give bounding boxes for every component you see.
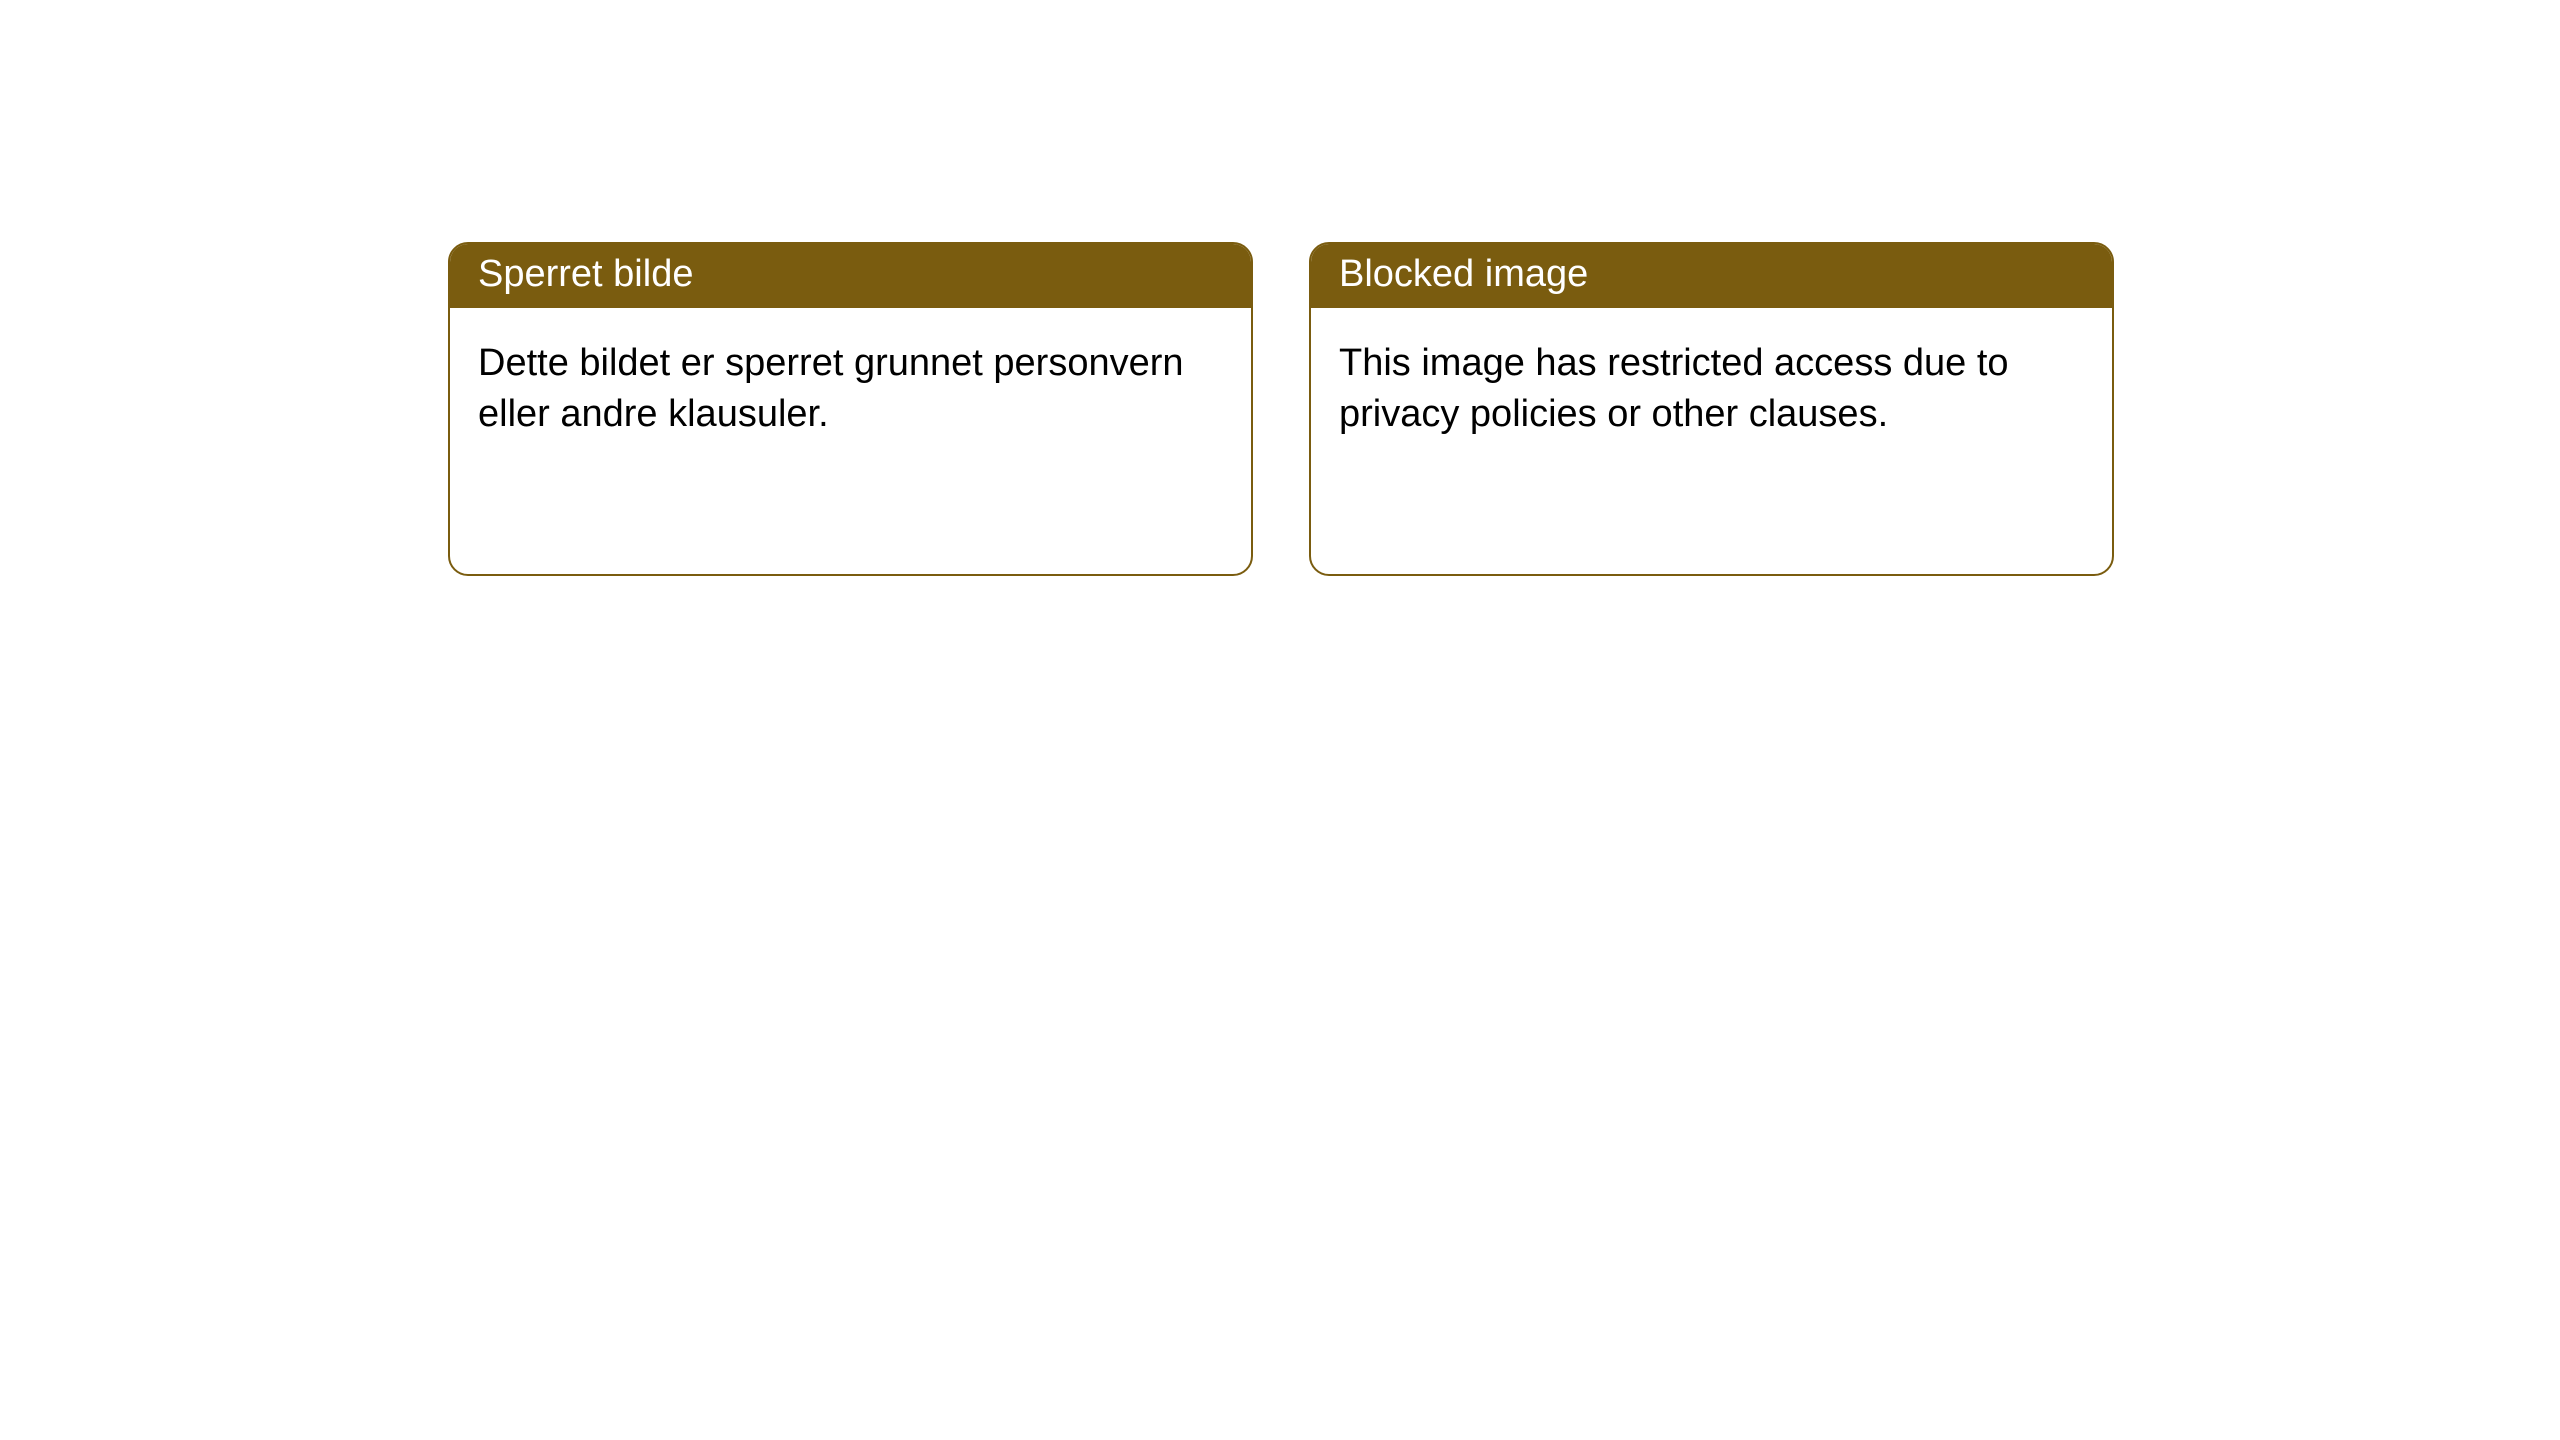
notice-title-norwegian: Sperret bilde bbox=[450, 244, 1251, 308]
notice-body-english: This image has restricted access due to … bbox=[1311, 308, 2112, 471]
notice-title-english: Blocked image bbox=[1311, 244, 2112, 308]
notice-card-norwegian: Sperret bilde Dette bildet er sperret gr… bbox=[448, 242, 1253, 576]
notice-container: Sperret bilde Dette bildet er sperret gr… bbox=[0, 0, 2560, 576]
notice-body-norwegian: Dette bildet er sperret grunnet personve… bbox=[450, 308, 1251, 471]
notice-card-english: Blocked image This image has restricted … bbox=[1309, 242, 2114, 576]
